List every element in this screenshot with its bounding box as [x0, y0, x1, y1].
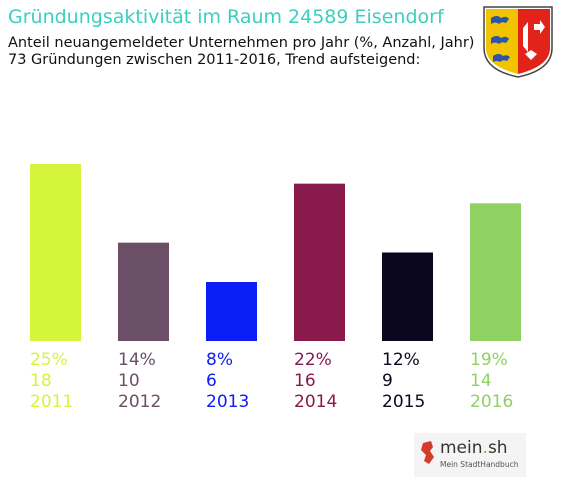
percent-label-2015: 12%: [382, 350, 420, 370]
year-label-2015: 2015: [382, 392, 425, 412]
percent-label-2014: 22%: [294, 350, 332, 370]
bar-2015: [382, 252, 433, 341]
year-label-2012: 2012: [118, 392, 161, 412]
percent-label-2013: 8%: [206, 350, 233, 370]
count-label-2014: 16: [294, 371, 316, 391]
chart-subtitle: Anteil neuangemeldeter Unternehmen pro J…: [8, 35, 474, 69]
subtitle-line-1: Anteil neuangemeldeter Unternehmen pro J…: [8, 35, 475, 51]
bar-2012: [118, 242, 169, 341]
logo-main: mein: [440, 438, 483, 458]
percent-label-2011: 25%: [30, 350, 68, 370]
count-label-2013: 6: [206, 371, 217, 391]
mein-sh-logo: mein.sh Mein StadtHandbuch: [414, 433, 526, 477]
logo-wordmark: mein.sh: [440, 438, 508, 458]
year-label-2013: 2013: [206, 392, 249, 412]
year-label-2011: 2011: [30, 392, 73, 412]
bar-2013: [206, 282, 257, 341]
count-label-2016: 14: [470, 371, 492, 391]
bar-2011: [30, 164, 81, 341]
logo-tld: sh: [487, 438, 508, 458]
logo-subtitle: Mein StadtHandbuch: [440, 460, 519, 469]
percent-label-2016: 19%: [470, 350, 508, 370]
year-label-2014: 2014: [294, 392, 337, 412]
subtitle-line-2: 73 Gründungen zwischen 2011-2016, Trend …: [8, 52, 421, 68]
bar-2016: [470, 203, 521, 341]
count-label-2011: 18: [30, 371, 52, 391]
count-label-2015: 9: [382, 371, 393, 391]
count-label-2012: 10: [118, 371, 140, 391]
bar-2014: [294, 183, 345, 341]
schleswig-holstein-coat-of-arms-icon: [483, 6, 553, 78]
percent-label-2012: 14%: [118, 350, 156, 370]
chart-title: Gründungsaktivität im Raum 24589 Eisendo…: [8, 6, 444, 28]
year-label-2016: 2016: [470, 392, 513, 412]
mein-sh-logo-icon: [421, 441, 434, 464]
logo-dot: .: [482, 438, 488, 458]
